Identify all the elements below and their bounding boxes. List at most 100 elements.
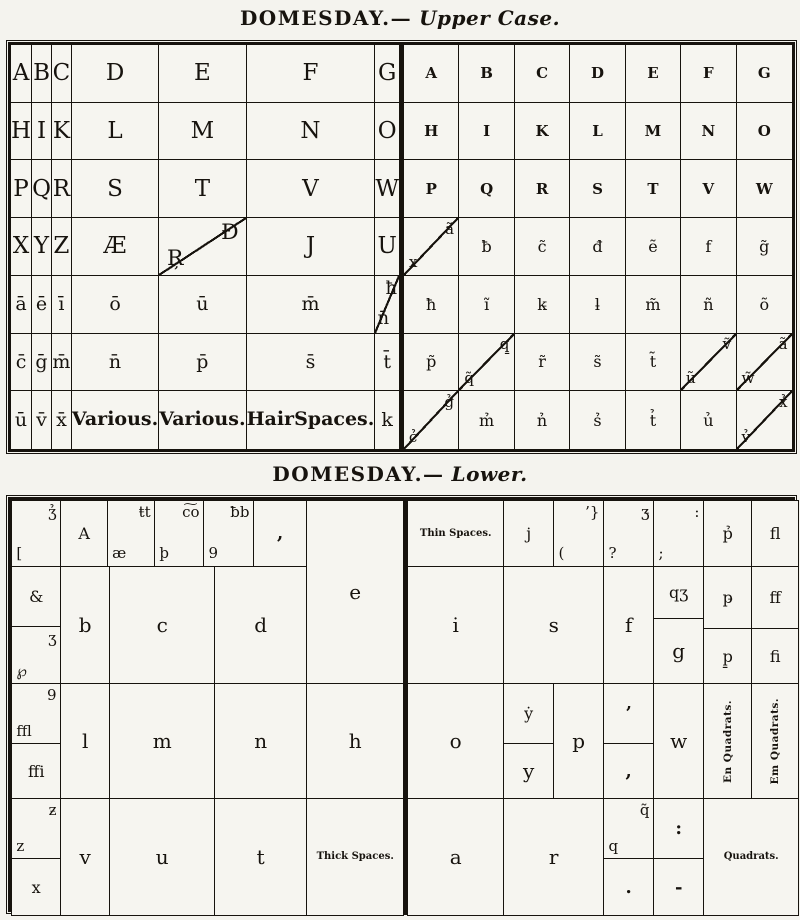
sort-label: l	[81, 729, 89, 754]
case-box-divided: ℘ ʒ	[11, 626, 62, 685]
sort-label: ã	[445, 219, 455, 238]
sort-label: n̄	[108, 350, 122, 373]
sort-label: (	[558, 544, 565, 563]
box-note-label: Quadrats.	[723, 851, 779, 863]
case-box: ẽ	[625, 218, 682, 276]
case-box-divided: w̃ ã	[736, 333, 792, 392]
case-box-note: Em Quadrats.	[751, 683, 800, 800]
sort-label: 9	[46, 685, 57, 704]
case-box: S	[570, 160, 626, 219]
sort-label: ƀ	[481, 236, 492, 256]
case-box: S	[71, 160, 160, 219]
sort-label: ff	[769, 588, 781, 608]
case-box-divided: n̄ ħ	[375, 275, 399, 334]
sort-label: :	[694, 502, 700, 521]
case-box: J	[246, 218, 376, 276]
case-box: m̄	[246, 275, 376, 334]
sort-label: ṽ	[722, 335, 732, 354]
sort-label: Y	[33, 233, 50, 260]
sort-label: ℘	[16, 662, 27, 681]
sort-label: ;	[658, 544, 664, 563]
sort-label: :	[675, 818, 683, 840]
sort-label: q̱	[499, 335, 510, 354]
case-box: L	[71, 102, 160, 161]
case-box: p̉	[703, 500, 753, 568]
case-box: L	[570, 102, 626, 161]
sort-label: k	[381, 409, 393, 432]
sort-label: k̵	[537, 294, 547, 314]
case-box: n̄	[71, 333, 160, 392]
case-box-divided: ;:	[653, 500, 705, 568]
case-box: d	[214, 566, 308, 685]
case-box: s̉	[570, 391, 626, 449]
sort-label: s̃	[593, 352, 602, 372]
case-box: ,	[253, 500, 308, 568]
case-box: g̃	[736, 218, 792, 276]
sort-label: q	[608, 836, 619, 855]
sort-label: K	[535, 122, 549, 141]
upper-title-sub: Upper Case.	[419, 6, 561, 30]
sort-label: 9	[208, 544, 218, 563]
case-box: ħ	[404, 275, 460, 334]
case-box: W	[375, 160, 399, 219]
sort-label: ffl	[16, 721, 32, 740]
case-box-divided: [ ʒ̉	[11, 500, 62, 568]
case-box: m	[109, 683, 216, 800]
case-box: R	[514, 160, 571, 219]
sort-label: ƚ	[594, 294, 601, 314]
case-box: r̃	[514, 333, 571, 392]
case-box: ủ	[681, 391, 737, 449]
sort-label: q̃	[639, 800, 650, 819]
sort-label: t	[256, 845, 265, 870]
sort-label: L	[592, 122, 603, 141]
case-box: W	[736, 160, 792, 219]
box-note-label: En Quadrats.	[721, 699, 734, 783]
sort-label: W	[375, 175, 399, 202]
case-box: D	[570, 45, 626, 103]
case-box: E	[159, 45, 247, 103]
sort-label: t̃	[649, 352, 657, 372]
case-box-note: Thin Spaces.	[407, 500, 505, 568]
case-box: m̃	[625, 275, 682, 334]
sort-label: g̉	[444, 393, 455, 411]
case-box: V	[681, 160, 737, 219]
sort-label: P	[13, 175, 29, 202]
sort-label: f	[705, 236, 712, 256]
sort-label: t̉	[649, 410, 657, 430]
sort-label: s	[548, 613, 559, 638]
sort-label: I	[36, 118, 47, 145]
sort-label: t̄	[383, 350, 391, 373]
center-divider	[399, 45, 404, 449]
sort-label: Đ	[221, 219, 239, 245]
case-box: P	[11, 160, 33, 219]
sort-label: ʒ̉	[48, 502, 57, 521]
sort-label: h	[348, 729, 362, 754]
case-box: ’	[603, 683, 655, 745]
sort-label: [	[16, 544, 23, 563]
case-box: -	[653, 858, 705, 917]
sort-label: ĩ	[484, 294, 490, 314]
sort-label: ō	[109, 293, 121, 316]
sort-label: A	[12, 60, 30, 87]
sort-label: fi	[769, 646, 781, 666]
case-box-note: Various.	[71, 391, 160, 449]
case-box: fi	[751, 628, 800, 685]
case-box: A	[11, 45, 33, 103]
case-box: g	[653, 618, 705, 685]
case-box-note: Quadrats.	[703, 798, 800, 917]
case-box-divided: q q̃	[603, 798, 655, 860]
case-box: H	[404, 102, 460, 161]
case-box: T	[159, 160, 247, 219]
case-box-divided: c̉ g̉	[404, 391, 460, 449]
upper-case-title: DOMESDAY.— Upper Case.	[0, 6, 800, 30]
sort-label: U	[377, 233, 397, 260]
box-note-label: Em Quadrats.	[769, 697, 782, 785]
sort-label: n̉	[536, 410, 548, 430]
case-box: c	[109, 566, 216, 685]
sort-label: ē	[35, 293, 48, 316]
case-box: D	[71, 45, 160, 103]
box-note-label: Thick Spaces.	[316, 851, 394, 863]
case-box: fl	[751, 500, 800, 568]
